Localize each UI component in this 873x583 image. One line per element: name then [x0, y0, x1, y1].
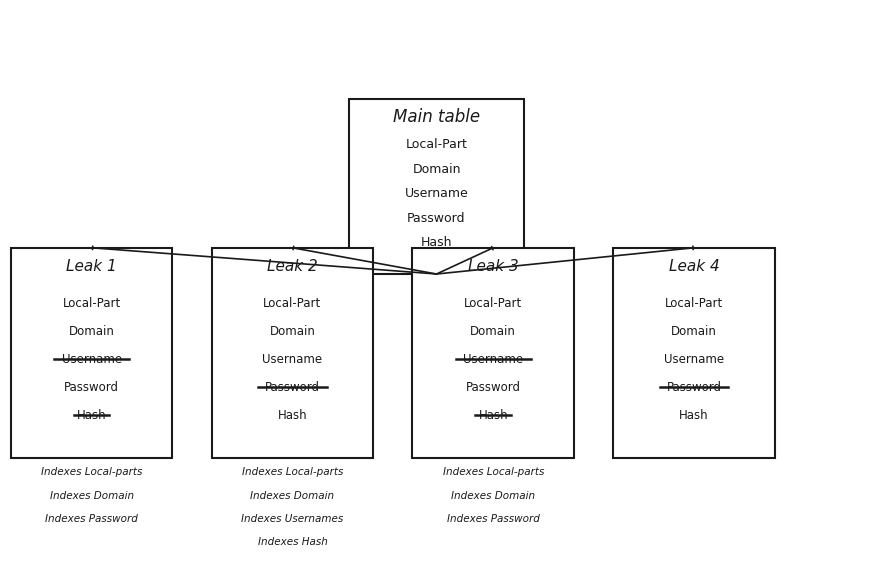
Text: Password: Password — [64, 381, 120, 394]
Text: Indexes Local-parts: Indexes Local-parts — [443, 467, 544, 477]
Text: Local-Part: Local-Part — [665, 297, 723, 310]
Text: Indexes Domain: Indexes Domain — [251, 490, 334, 501]
Text: Main table: Main table — [393, 108, 480, 125]
Bar — [412, 248, 574, 458]
Text: Indexes Local-parts: Indexes Local-parts — [242, 467, 343, 477]
Text: Domain: Domain — [671, 325, 717, 338]
Text: Hash: Hash — [278, 409, 307, 422]
Text: Username: Username — [464, 353, 523, 366]
Text: Domain: Domain — [412, 163, 461, 175]
Bar — [349, 99, 524, 274]
Text: Hash: Hash — [77, 409, 107, 422]
Text: Password: Password — [407, 212, 466, 224]
Text: Domain: Domain — [69, 325, 114, 338]
Bar — [10, 248, 173, 458]
Text: Indexes Usernames: Indexes Usernames — [241, 514, 344, 524]
Text: Leak 4: Leak 4 — [669, 259, 719, 274]
Text: Username: Username — [62, 353, 121, 366]
Text: Username: Username — [404, 187, 469, 200]
Text: Username: Username — [263, 353, 322, 366]
Text: Hash: Hash — [478, 409, 508, 422]
Text: Domain: Domain — [270, 325, 315, 338]
Text: Password: Password — [265, 381, 320, 394]
Text: Local-Part: Local-Part — [63, 297, 120, 310]
Text: Leak 1: Leak 1 — [66, 259, 117, 274]
Text: Indexes Domain: Indexes Domain — [50, 490, 134, 501]
Text: Local-Part: Local-Part — [264, 297, 321, 310]
Bar — [212, 248, 374, 458]
Text: Leak 3: Leak 3 — [468, 259, 519, 274]
Text: Local-Part: Local-Part — [406, 138, 467, 151]
Text: Leak 2: Leak 2 — [267, 259, 318, 274]
Text: Hash: Hash — [421, 236, 452, 249]
Text: Password: Password — [666, 381, 722, 394]
Bar — [613, 248, 775, 458]
Text: Username: Username — [664, 353, 724, 366]
Text: Indexes Password: Indexes Password — [447, 514, 540, 524]
Text: Hash: Hash — [679, 409, 709, 422]
Text: Password: Password — [465, 381, 521, 394]
Text: Indexes Password: Indexes Password — [45, 514, 138, 524]
Text: Indexes Hash: Indexes Hash — [258, 537, 327, 547]
Text: Indexes Local-parts: Indexes Local-parts — [41, 467, 142, 477]
Text: Indexes Domain: Indexes Domain — [451, 490, 535, 501]
Text: Local-Part: Local-Part — [464, 297, 522, 310]
Text: Domain: Domain — [471, 325, 516, 338]
